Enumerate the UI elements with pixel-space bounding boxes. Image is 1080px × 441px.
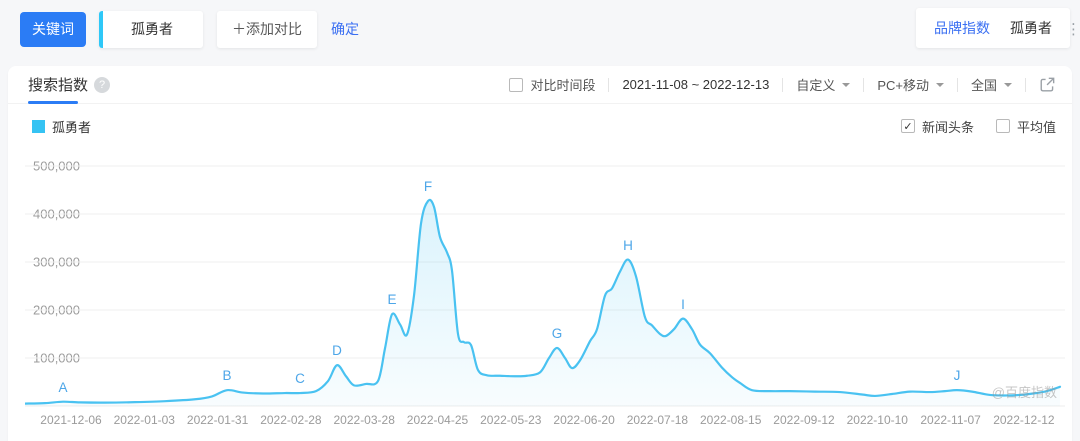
external-link-icon[interactable] <box>1039 76 1056 93</box>
confirm-link[interactable]: 确定 <box>331 21 359 37</box>
device-dropdown[interactable]: PC+移动 <box>877 75 944 94</box>
brand-index-box: 品牌指数 孤勇者 <box>916 8 1070 48</box>
checkbox-icon <box>995 119 1010 133</box>
tab-active-underline <box>28 100 78 104</box>
divider <box>608 77 610 92</box>
news-headline-label: 新闻头条 <box>921 119 974 135</box>
news-headline-checkbox[interactable]: ✓ 新闻头条 <box>900 117 974 136</box>
x-axis-tick: 2022-12-12 <box>993 413 1055 427</box>
x-axis-tick: 2022-07-18 <box>626 413 689 427</box>
x-axis-tick: 2022-04-25 <box>406 413 469 427</box>
x-axis-tick: 2022-09-12 <box>773 413 835 427</box>
legend-swatch <box>32 119 45 133</box>
overlay-toggles: ✓ 新闻头条 平均值 <box>900 117 1056 136</box>
keyword-value: 孤勇者 <box>131 21 173 37</box>
keyword-accent-bar <box>99 10 103 48</box>
peak-marker-J: J <box>953 368 961 384</box>
tab-label: 搜索指数 <box>28 77 89 94</box>
keyword-input[interactable]: 孤勇者 <box>99 10 203 48</box>
add-compare-button[interactable]: ＋添加对比 <box>217 10 317 48</box>
card-header: 搜索指数 ? 对比时间段 2021-11-08 ~ 2022-12-13 自定义… <box>8 66 1072 104</box>
help-icon[interactable]: ? <box>94 76 111 93</box>
legend-row: 孤勇者 ✓ 新闻头条 平均值 <box>8 108 1072 144</box>
custom-range-dropdown[interactable]: 自定义 <box>796 75 851 94</box>
series-legend: 孤勇者 <box>32 117 91 136</box>
legend-label: 孤勇者 <box>52 119 92 135</box>
x-axis-tick: 2022-03-28 <box>333 413 395 427</box>
peak-marker-C: C <box>295 371 305 387</box>
x-axis-tick: 2021-12-06 <box>40 413 102 427</box>
region-label: 全国 <box>970 78 997 93</box>
x-axis-tick: 2022-02-28 <box>260 413 322 427</box>
x-axis-tick: 2022-06-20 <box>553 413 615 427</box>
checkbox-icon <box>509 77 524 92</box>
chevron-down-icon <box>842 82 851 91</box>
x-axis-tick: 2022-10-10 <box>846 413 908 427</box>
peak-marker-H: H <box>623 237 633 253</box>
chevron-down-icon <box>1004 82 1012 91</box>
peak-marker-I: I <box>681 296 685 312</box>
checkbox-icon: ✓ <box>900 119 915 133</box>
x-axis-tick: 2022-05-23 <box>480 413 542 427</box>
x-axis-tick: 2022-11-07 <box>920 413 981 427</box>
brand-keyword: 孤勇者 <box>1010 20 1052 36</box>
keyword-button[interactable]: 关键词 <box>20 11 86 47</box>
x-axis-tick: 2022-01-31 <box>186 413 249 427</box>
x-axis-labels: 2021-12-06 2022-01-03 2022-01-31 2022-02-28… <box>25 410 1065 432</box>
peak-marker-G: G <box>551 325 563 341</box>
divider <box>956 77 958 92</box>
custom-range-label: 自定义 <box>796 78 836 93</box>
divider <box>1025 77 1026 92</box>
average-label: 平均值 <box>1016 119 1056 135</box>
x-axis-tick: 2022-01-03 <box>113 413 175 427</box>
watermark: @百度指数 <box>991 385 1057 400</box>
search-index-card: 搜索指数 ? 对比时间段 2021-11-08 ~ 2022-12-13 自定义… <box>8 66 1072 441</box>
peak-marker-E: E <box>387 292 397 308</box>
peak-marker-D: D <box>332 343 342 359</box>
series-line <box>25 198 1062 405</box>
more-dots-icon[interactable]: ⋮ <box>1066 21 1080 38</box>
tab-search-index[interactable]: 搜索指数 ? <box>28 66 111 104</box>
region-dropdown[interactable]: 全国 <box>971 75 1012 94</box>
divider <box>782 77 784 92</box>
compare-period-label: 对比时间段 <box>530 78 596 93</box>
x-axis-tick: 2022-08-15 <box>699 413 762 427</box>
trend-chart[interactable]: 500,000 400,000 300,000 200,000 100,000 A B C D E… <box>25 158 1065 408</box>
average-checkbox[interactable]: 平均值 <box>995 117 1056 136</box>
header-controls: 对比时间段 2021-11-08 ~ 2022-12-13 自定义 PC+移动 … <box>509 75 1056 94</box>
chevron-down-icon <box>935 82 944 91</box>
device-label: PC+移动 <box>877 78 929 93</box>
chart-svg <box>25 165 1065 407</box>
divider <box>863 77 865 92</box>
peak-marker-B: B <box>222 368 232 384</box>
compare-period-checkbox[interactable]: 对比时间段 <box>509 75 595 94</box>
brand-index-link[interactable]: 品牌指数 <box>934 20 990 36</box>
peak-marker-A: A <box>58 379 68 395</box>
series-area <box>25 199 1060 406</box>
peak-marker-F: F <box>423 179 433 195</box>
date-range[interactable]: 2021-11-08 ~ 2022-12-13 <box>622 77 770 92</box>
topbar: 关键词 孤勇者 ＋添加对比 确定 品牌指数 孤勇者 ⋮ <box>0 0 1080 58</box>
